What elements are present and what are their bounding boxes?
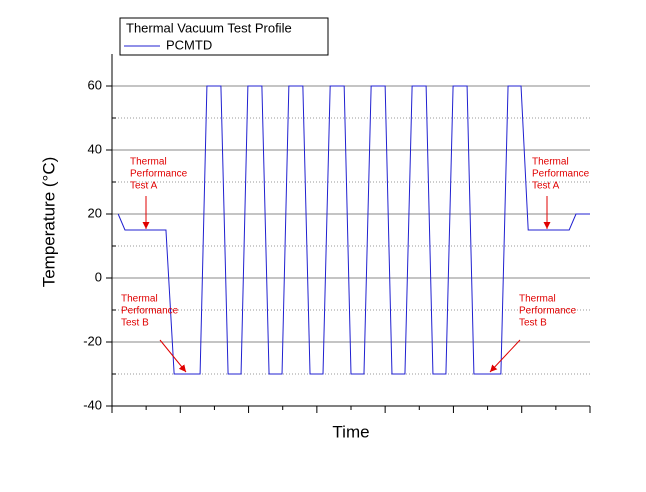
annotation-text: Test A xyxy=(130,181,158,192)
annotation-text: Thermal xyxy=(130,157,167,168)
annotation-text: Thermal xyxy=(532,157,569,168)
y-tick-label: -40 xyxy=(83,397,102,412)
annotation-text: Performance xyxy=(532,169,590,180)
annotation-text: Performance xyxy=(519,306,577,317)
y-tick-label: 40 xyxy=(88,141,102,156)
annotation-text: Test B xyxy=(519,318,547,329)
annotation-arrow xyxy=(489,339,521,373)
legend-title: Thermal Vacuum Test Profile xyxy=(126,20,292,35)
data-line xyxy=(117,85,590,375)
annotation-text: Performance xyxy=(130,169,188,180)
annotation-arrow xyxy=(159,339,187,373)
y-axis-label: Temperature (°C) xyxy=(39,157,58,288)
x-axis-label: Time xyxy=(332,422,369,441)
y-tick-label: 0 xyxy=(95,269,102,284)
annotation-text: Test B xyxy=(121,318,149,329)
legend-label: PCMTD xyxy=(166,37,212,52)
annotation-text: Thermal xyxy=(519,294,556,305)
y-tick-label: -20 xyxy=(83,333,102,348)
annotation-text: Test A xyxy=(532,181,560,192)
legend-box xyxy=(119,17,329,56)
annotation-text: Performance xyxy=(121,306,179,317)
annotation-text: Thermal xyxy=(121,294,158,305)
y-tick-label: 60 xyxy=(88,77,102,92)
y-tick-label: 20 xyxy=(88,205,102,220)
